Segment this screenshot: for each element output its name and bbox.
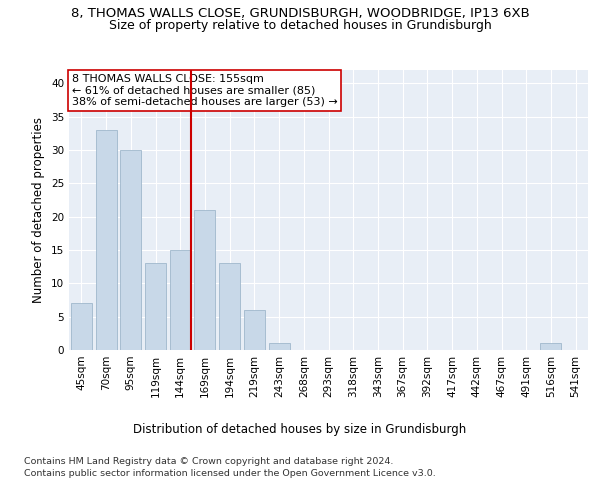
Text: 8 THOMAS WALLS CLOSE: 155sqm
← 61% of detached houses are smaller (85)
38% of se: 8 THOMAS WALLS CLOSE: 155sqm ← 61% of de… (71, 74, 337, 108)
Bar (120, 150, 141, 350)
Bar (541, 344, 562, 350)
Text: Distribution of detached houses by size in Grundisburgh: Distribution of detached houses by size … (133, 422, 467, 436)
Bar (95, 130, 116, 350)
Y-axis label: Number of detached properties: Number of detached properties (32, 117, 46, 303)
Text: Contains public sector information licensed under the Open Government Licence v3: Contains public sector information licen… (24, 469, 436, 478)
Bar (170, 250, 191, 350)
Bar (219, 264, 240, 350)
Bar (71, 304, 92, 350)
Bar (145, 264, 166, 350)
Bar (269, 344, 290, 350)
Bar (244, 310, 265, 350)
Text: Size of property relative to detached houses in Grundisburgh: Size of property relative to detached ho… (109, 18, 491, 32)
Text: Contains HM Land Registry data © Crown copyright and database right 2024.: Contains HM Land Registry data © Crown c… (24, 457, 394, 466)
Bar (194, 210, 215, 350)
Text: 8, THOMAS WALLS CLOSE, GRUNDISBURGH, WOODBRIDGE, IP13 6XB: 8, THOMAS WALLS CLOSE, GRUNDISBURGH, WOO… (71, 8, 529, 20)
